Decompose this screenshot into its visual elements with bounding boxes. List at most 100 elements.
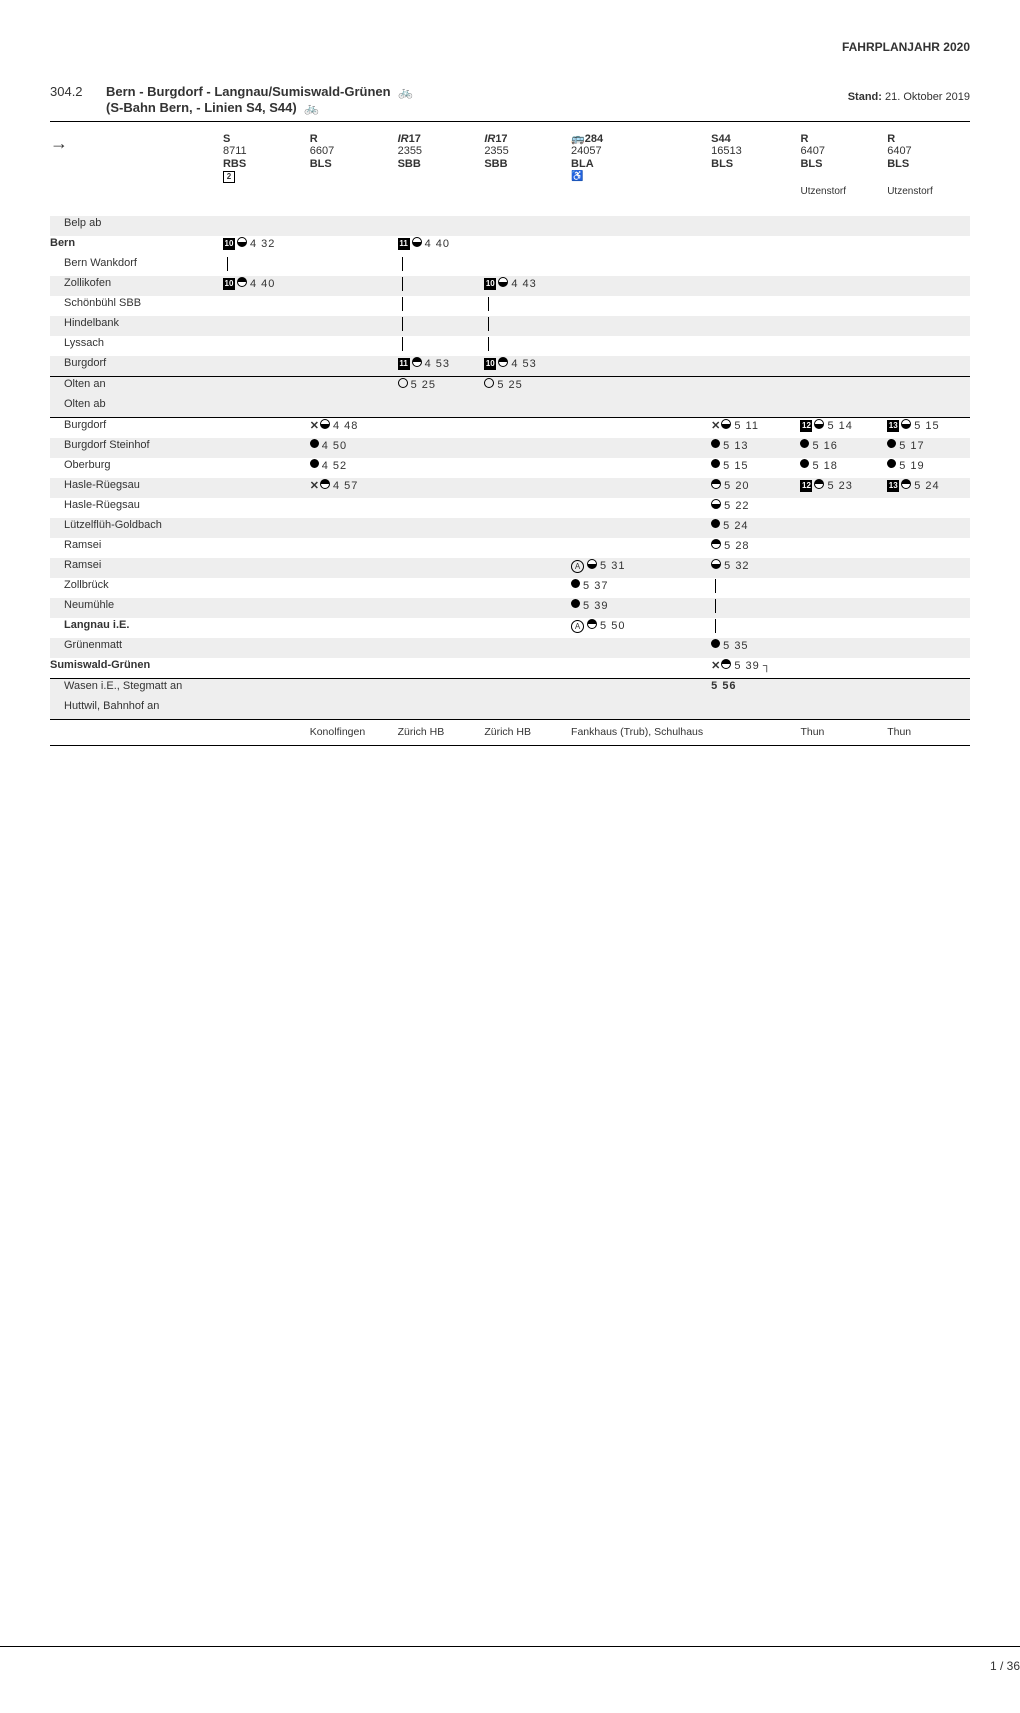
time-cell — [394, 296, 481, 316]
time-cell — [480, 679, 567, 700]
time-cell — [394, 216, 481, 236]
footer-page: 1 / 36 — [990, 1659, 1020, 1673]
station-name: Olten an — [50, 377, 219, 398]
time-cell — [480, 558, 567, 578]
time-cell — [567, 216, 707, 236]
time-cell — [883, 699, 970, 719]
time-cell — [219, 478, 306, 498]
time-cell: 5 24 — [707, 518, 796, 538]
time-cell — [480, 498, 567, 518]
station-name: Bern — [50, 236, 219, 256]
station-name: Sumiswald-Grünen — [50, 658, 219, 678]
head-dest — [394, 185, 481, 206]
time-cell — [707, 618, 796, 638]
time-cell — [306, 578, 394, 598]
time-cell: 5 19 — [883, 458, 970, 478]
time-cell — [567, 356, 707, 376]
time-cell — [796, 336, 883, 356]
time-cell — [796, 236, 883, 256]
time-cell — [480, 256, 567, 276]
head-dest — [480, 185, 567, 206]
time-cell: 104 40 — [219, 276, 306, 296]
time-cell — [219, 377, 306, 398]
time-cell: 5 13 — [707, 438, 796, 458]
time-cell — [306, 598, 394, 618]
head-dest — [219, 185, 306, 206]
time-cell — [306, 356, 394, 376]
time-cell — [883, 316, 970, 336]
train-head: IR172355SBB — [398, 133, 477, 171]
time-cell — [219, 538, 306, 558]
time-cell: 5 25 — [480, 377, 567, 398]
time-cell: ✕4 48 — [306, 418, 394, 439]
time-cell — [219, 699, 306, 719]
time-cell: 104 53 — [480, 356, 567, 376]
time-cell — [480, 397, 567, 417]
head-dest: Utzenstorf — [883, 185, 970, 206]
time-cell — [394, 276, 481, 296]
time-cell — [394, 618, 481, 638]
station-name: Schönbühl SBB — [50, 296, 219, 316]
time-cell — [796, 598, 883, 618]
destination — [219, 720, 306, 746]
time-cell — [394, 578, 481, 598]
time-cell — [306, 538, 394, 558]
time-cell — [883, 377, 970, 398]
destination: Thun — [883, 720, 970, 746]
time-cell: 5 17 — [883, 438, 970, 458]
station-name: Ramsei — [50, 558, 219, 578]
time-cell — [480, 478, 567, 498]
time-cell — [707, 356, 796, 376]
time-cell — [480, 336, 567, 356]
time-cell — [707, 336, 796, 356]
time-cell — [306, 236, 394, 256]
station-name: Langnau i.E. — [50, 618, 219, 638]
time-cell — [219, 598, 306, 618]
time-cell — [883, 498, 970, 518]
time-cell — [394, 658, 481, 678]
time-cell: 5 35 — [707, 638, 796, 658]
station-name: Lützelflüh-Goldbach — [50, 518, 219, 538]
time-cell — [480, 518, 567, 538]
time-cell — [883, 638, 970, 658]
station-name: Burgdorf — [50, 418, 219, 439]
destination: Zürich HB — [480, 720, 567, 746]
time-cell — [883, 598, 970, 618]
time-cell — [306, 377, 394, 398]
station-name: Belp ab — [50, 216, 219, 236]
time-cell — [394, 478, 481, 498]
train-head: R6407BLS — [800, 133, 879, 171]
time-cell: 5 56 — [707, 679, 796, 700]
time-cell — [567, 458, 707, 478]
time-cell — [219, 216, 306, 236]
time-cell — [796, 699, 883, 719]
station-name: Hindelbank — [50, 316, 219, 336]
train-head: S4416513BLS — [711, 133, 792, 171]
time-cell: 104 43 — [480, 276, 567, 296]
time-cell — [306, 336, 394, 356]
station-name: Hasle-Rüegsau — [50, 478, 219, 498]
time-cell — [219, 336, 306, 356]
time-cell — [480, 236, 567, 256]
time-cell — [219, 316, 306, 336]
time-cell — [883, 356, 970, 376]
time-cell — [567, 256, 707, 276]
time-cell — [306, 679, 394, 700]
time-cell — [567, 236, 707, 256]
time-cell — [796, 558, 883, 578]
time-cell: 104 32 — [219, 236, 306, 256]
station-name: Lyssach — [50, 336, 219, 356]
time-cell — [394, 397, 481, 417]
time-cell: 135 15 — [883, 418, 970, 439]
time-cell — [796, 256, 883, 276]
time-cell — [883, 578, 970, 598]
time-cell — [883, 216, 970, 236]
time-cell — [480, 658, 567, 678]
time-cell — [219, 578, 306, 598]
time-cell — [480, 296, 567, 316]
time-cell — [567, 397, 707, 417]
time-cell — [306, 316, 394, 336]
destination: Thun — [796, 720, 883, 746]
station-name: Hasle-Rüegsau — [50, 498, 219, 518]
time-cell — [883, 538, 970, 558]
